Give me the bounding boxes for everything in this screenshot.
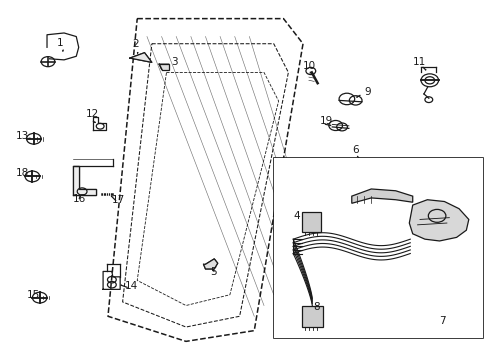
Bar	[302, 306, 322, 327]
Text: 4: 4	[293, 211, 299, 221]
Text: 18: 18	[15, 168, 28, 179]
Bar	[302, 212, 320, 232]
Bar	[273, 158, 483, 338]
Text: 9: 9	[363, 87, 370, 96]
Polygon shape	[73, 166, 96, 195]
Text: 14: 14	[125, 282, 138, 291]
Text: 8: 8	[312, 302, 319, 312]
Polygon shape	[351, 189, 412, 203]
Text: 15: 15	[26, 291, 40, 300]
Text: 7: 7	[439, 316, 445, 326]
Text: 13: 13	[15, 131, 28, 141]
Text: 1: 1	[57, 37, 63, 48]
Polygon shape	[408, 200, 468, 241]
Text: 11: 11	[412, 57, 425, 67]
Text: 19: 19	[320, 116, 333, 126]
Text: 5: 5	[210, 267, 217, 277]
Text: 17: 17	[112, 195, 125, 205]
Text: 16: 16	[73, 194, 86, 203]
Text: 2: 2	[132, 39, 139, 49]
Text: 12: 12	[86, 109, 99, 119]
Polygon shape	[159, 64, 168, 69]
Text: 10: 10	[303, 61, 315, 71]
Polygon shape	[130, 53, 152, 62]
Text: 6: 6	[351, 145, 358, 155]
Text: 3: 3	[171, 57, 178, 67]
Polygon shape	[203, 259, 217, 269]
Bar	[273, 158, 483, 338]
